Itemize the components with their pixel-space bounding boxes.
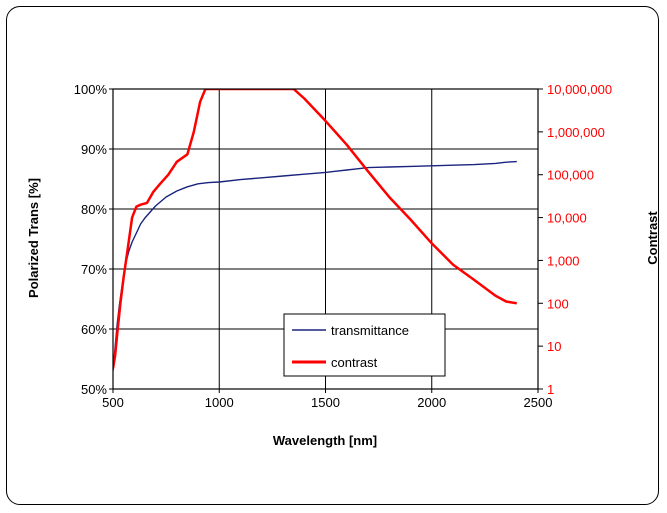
y2-axis-title: Contrast xyxy=(645,211,660,265)
y2-tick-label: 100 xyxy=(547,296,569,311)
y2-tick-label: 10,000,000 xyxy=(547,82,612,97)
y-axis-title: Polarized Trans [%] xyxy=(26,178,41,298)
y-tick-label: 80% xyxy=(81,202,107,217)
y2-tick-label: 10 xyxy=(547,339,561,354)
legend: transmittance contrast xyxy=(283,313,446,377)
y2-tick-label: 1,000,000 xyxy=(547,125,605,140)
y-tick-label: 70% xyxy=(81,262,107,277)
x-tick-label: 500 xyxy=(102,395,124,410)
y-tick-label: 50% xyxy=(81,382,107,397)
series-line-contrast xyxy=(113,89,518,369)
y-tick-label: 100% xyxy=(74,82,108,97)
x-tick-label: 1000 xyxy=(205,395,234,410)
legend-label-contrast: contrast xyxy=(331,355,378,370)
y-tick-label: 90% xyxy=(81,142,107,157)
legend-label-transmittance: transmittance xyxy=(331,323,409,338)
y2-tick-label: 100,000 xyxy=(547,168,594,183)
legend-box xyxy=(283,313,446,377)
x-axis-title: Wavelength [nm] xyxy=(273,433,377,448)
y-tick-label: 60% xyxy=(81,322,107,337)
y2-tick-label: 1 xyxy=(547,382,554,397)
x-tick-label: 2000 xyxy=(417,395,446,410)
y2-tick-label: 1,000 xyxy=(547,253,580,268)
x-tick-label: 2500 xyxy=(524,395,553,410)
y2-tick-label: 10,000 xyxy=(547,211,587,226)
x-tick-label: 1500 xyxy=(311,395,340,410)
